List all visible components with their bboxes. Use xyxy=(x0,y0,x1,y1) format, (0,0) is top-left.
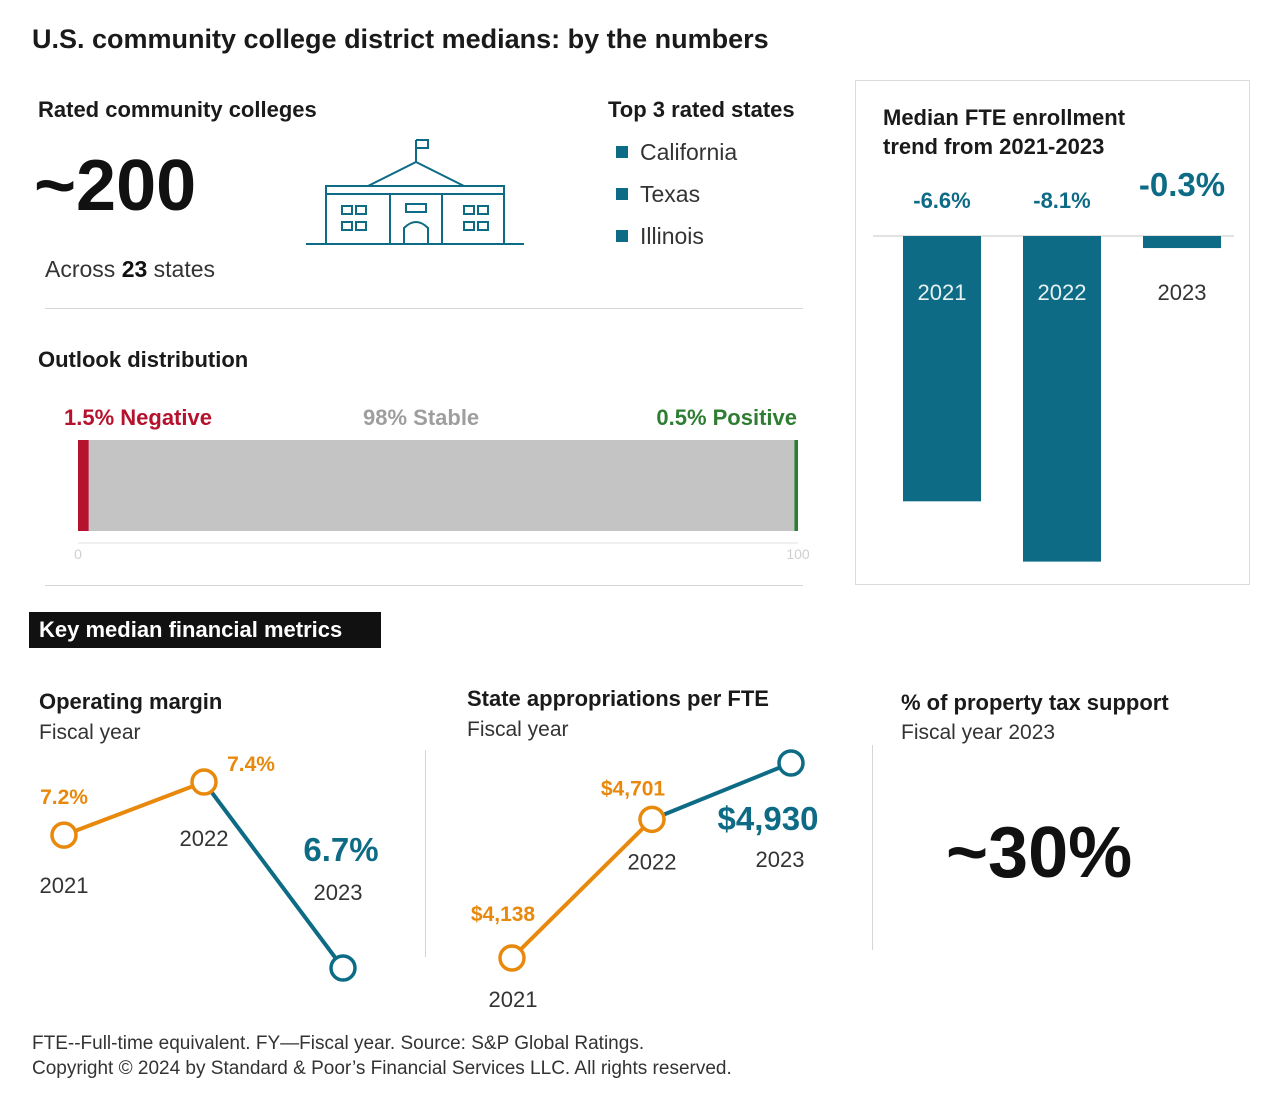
data-point xyxy=(638,805,666,834)
data-point xyxy=(190,768,218,796)
outlook-stable-label: 98% Stable xyxy=(363,405,479,430)
across-prefix: Across xyxy=(45,256,122,282)
outlook-chart: 1.5% Negative 98% Stable 0.5% Positive 0… xyxy=(64,405,810,562)
operating-margin-subheading: Fiscal year xyxy=(39,721,141,744)
fte-bar xyxy=(903,236,981,502)
outlook-axis-max: 100 xyxy=(786,546,810,562)
outlook-bar-negative xyxy=(78,440,89,531)
year-label: 2022 xyxy=(628,849,677,874)
fte-bar-chart: -6.6% 2021 -8.1% 2022 -0.3% 2023 xyxy=(873,166,1234,562)
divider xyxy=(45,308,803,309)
state-approp-heading: State appropriations per FTE xyxy=(467,686,769,711)
footer: FTE--Full-time equivalent. FY—Fiscal yea… xyxy=(32,1031,732,1081)
divider xyxy=(425,750,426,957)
fte-bar-value-label: -8.1% xyxy=(1033,188,1090,213)
data-point xyxy=(50,821,78,849)
property-tax-value: ~30% xyxy=(946,813,1133,893)
rated-across: Across 23 states xyxy=(45,256,215,283)
data-point-label: 7.2% xyxy=(40,786,88,809)
bullet-square-icon xyxy=(616,188,628,200)
outlook-heading: Outlook distribution xyxy=(38,347,249,372)
trend-segment-teal xyxy=(651,761,792,822)
data-point-label: $4,701 xyxy=(601,777,666,800)
state-item: California xyxy=(616,131,737,173)
divider xyxy=(45,585,803,586)
year-label: 2021 xyxy=(489,987,538,1012)
data-point-label: $4,138 xyxy=(471,903,536,926)
state-item: Texas xyxy=(616,173,737,215)
year-label: 2022 xyxy=(180,826,229,851)
fte-bar-value-label: -0.3% xyxy=(1139,166,1225,203)
state-label: California xyxy=(640,138,738,165)
bullet-square-icon xyxy=(616,230,628,242)
page-title: U.S. community college district medians:… xyxy=(32,24,769,54)
state-approp-subheading: Fiscal year xyxy=(467,718,569,741)
year-label: 2021 xyxy=(40,873,89,898)
state-label: Texas xyxy=(640,180,701,207)
outlook-bar-stable xyxy=(88,440,795,531)
property-tax-heading: % of property tax support xyxy=(901,690,1169,715)
data-point-label: 6.7% xyxy=(303,831,378,868)
outlook-axis-min: 0 xyxy=(74,546,82,562)
data-point-label: 7.4% xyxy=(227,753,275,776)
divider xyxy=(872,745,873,950)
fte-heading: Median FTE enrollment trend from 2021-20… xyxy=(883,103,1125,161)
footer-source: FTE--Full-time equivalent. FY—Fiscal yea… xyxy=(32,1033,645,1054)
fte-category-label: 2022 xyxy=(1038,280,1087,305)
operating-margin-chart: 7.2% 2021 7.4% 2022 6.7% 2023 xyxy=(40,753,379,982)
fte-category-label: 2023 xyxy=(1158,280,1207,305)
key-metrics-banner: Key median financial metrics xyxy=(29,612,381,648)
year-label: 2023 xyxy=(314,880,363,905)
footer-copyright: Copyright © 2024 by Standard & Poor’s Fi… xyxy=(32,1058,732,1079)
rated-count: ~200 xyxy=(34,146,197,226)
outlook-positive-label: 0.5% Positive xyxy=(656,405,797,430)
outlook-negative-label: 1.5% Negative xyxy=(64,405,212,430)
across-number: 23 xyxy=(121,256,148,282)
fte-bar xyxy=(1143,236,1221,249)
year-label: 2023 xyxy=(756,847,805,872)
trend-segment-teal xyxy=(202,780,345,970)
bullet-square-icon xyxy=(616,146,628,158)
fte-category-label: 2021 xyxy=(918,280,967,305)
state-item: Illinois xyxy=(616,215,737,257)
across-suffix: states xyxy=(147,256,216,282)
fte-bar-value-label: -6.6% xyxy=(913,188,970,213)
data-point-label: $4,930 xyxy=(718,800,819,837)
fte-bar xyxy=(1023,236,1101,562)
outlook-bar-positive xyxy=(794,440,798,531)
data-point xyxy=(329,954,357,982)
top-states-list: California Texas Illinois xyxy=(616,131,737,257)
state-label: Illinois xyxy=(640,222,704,249)
top-states-heading: Top 3 rated states xyxy=(608,97,795,122)
college-building-icon xyxy=(306,139,524,245)
operating-margin-heading: Operating margin xyxy=(39,689,223,714)
state-approp-chart: $4,138 2021 $4,701 2022 $4,930 2023 xyxy=(471,749,819,1012)
trend-segment-orange xyxy=(63,780,205,838)
data-point xyxy=(498,944,526,972)
fte-heading-line2: trend from 2021-2023 xyxy=(883,134,1105,159)
fte-heading-line1: Median FTE enrollment xyxy=(883,105,1126,130)
data-point xyxy=(777,749,805,777)
trend-segment-orange xyxy=(510,817,654,960)
property-tax-subheading: Fiscal year 2023 xyxy=(901,721,1056,744)
fte-enrollment-panel xyxy=(855,80,1250,585)
rated-heading: Rated community colleges xyxy=(38,97,317,122)
